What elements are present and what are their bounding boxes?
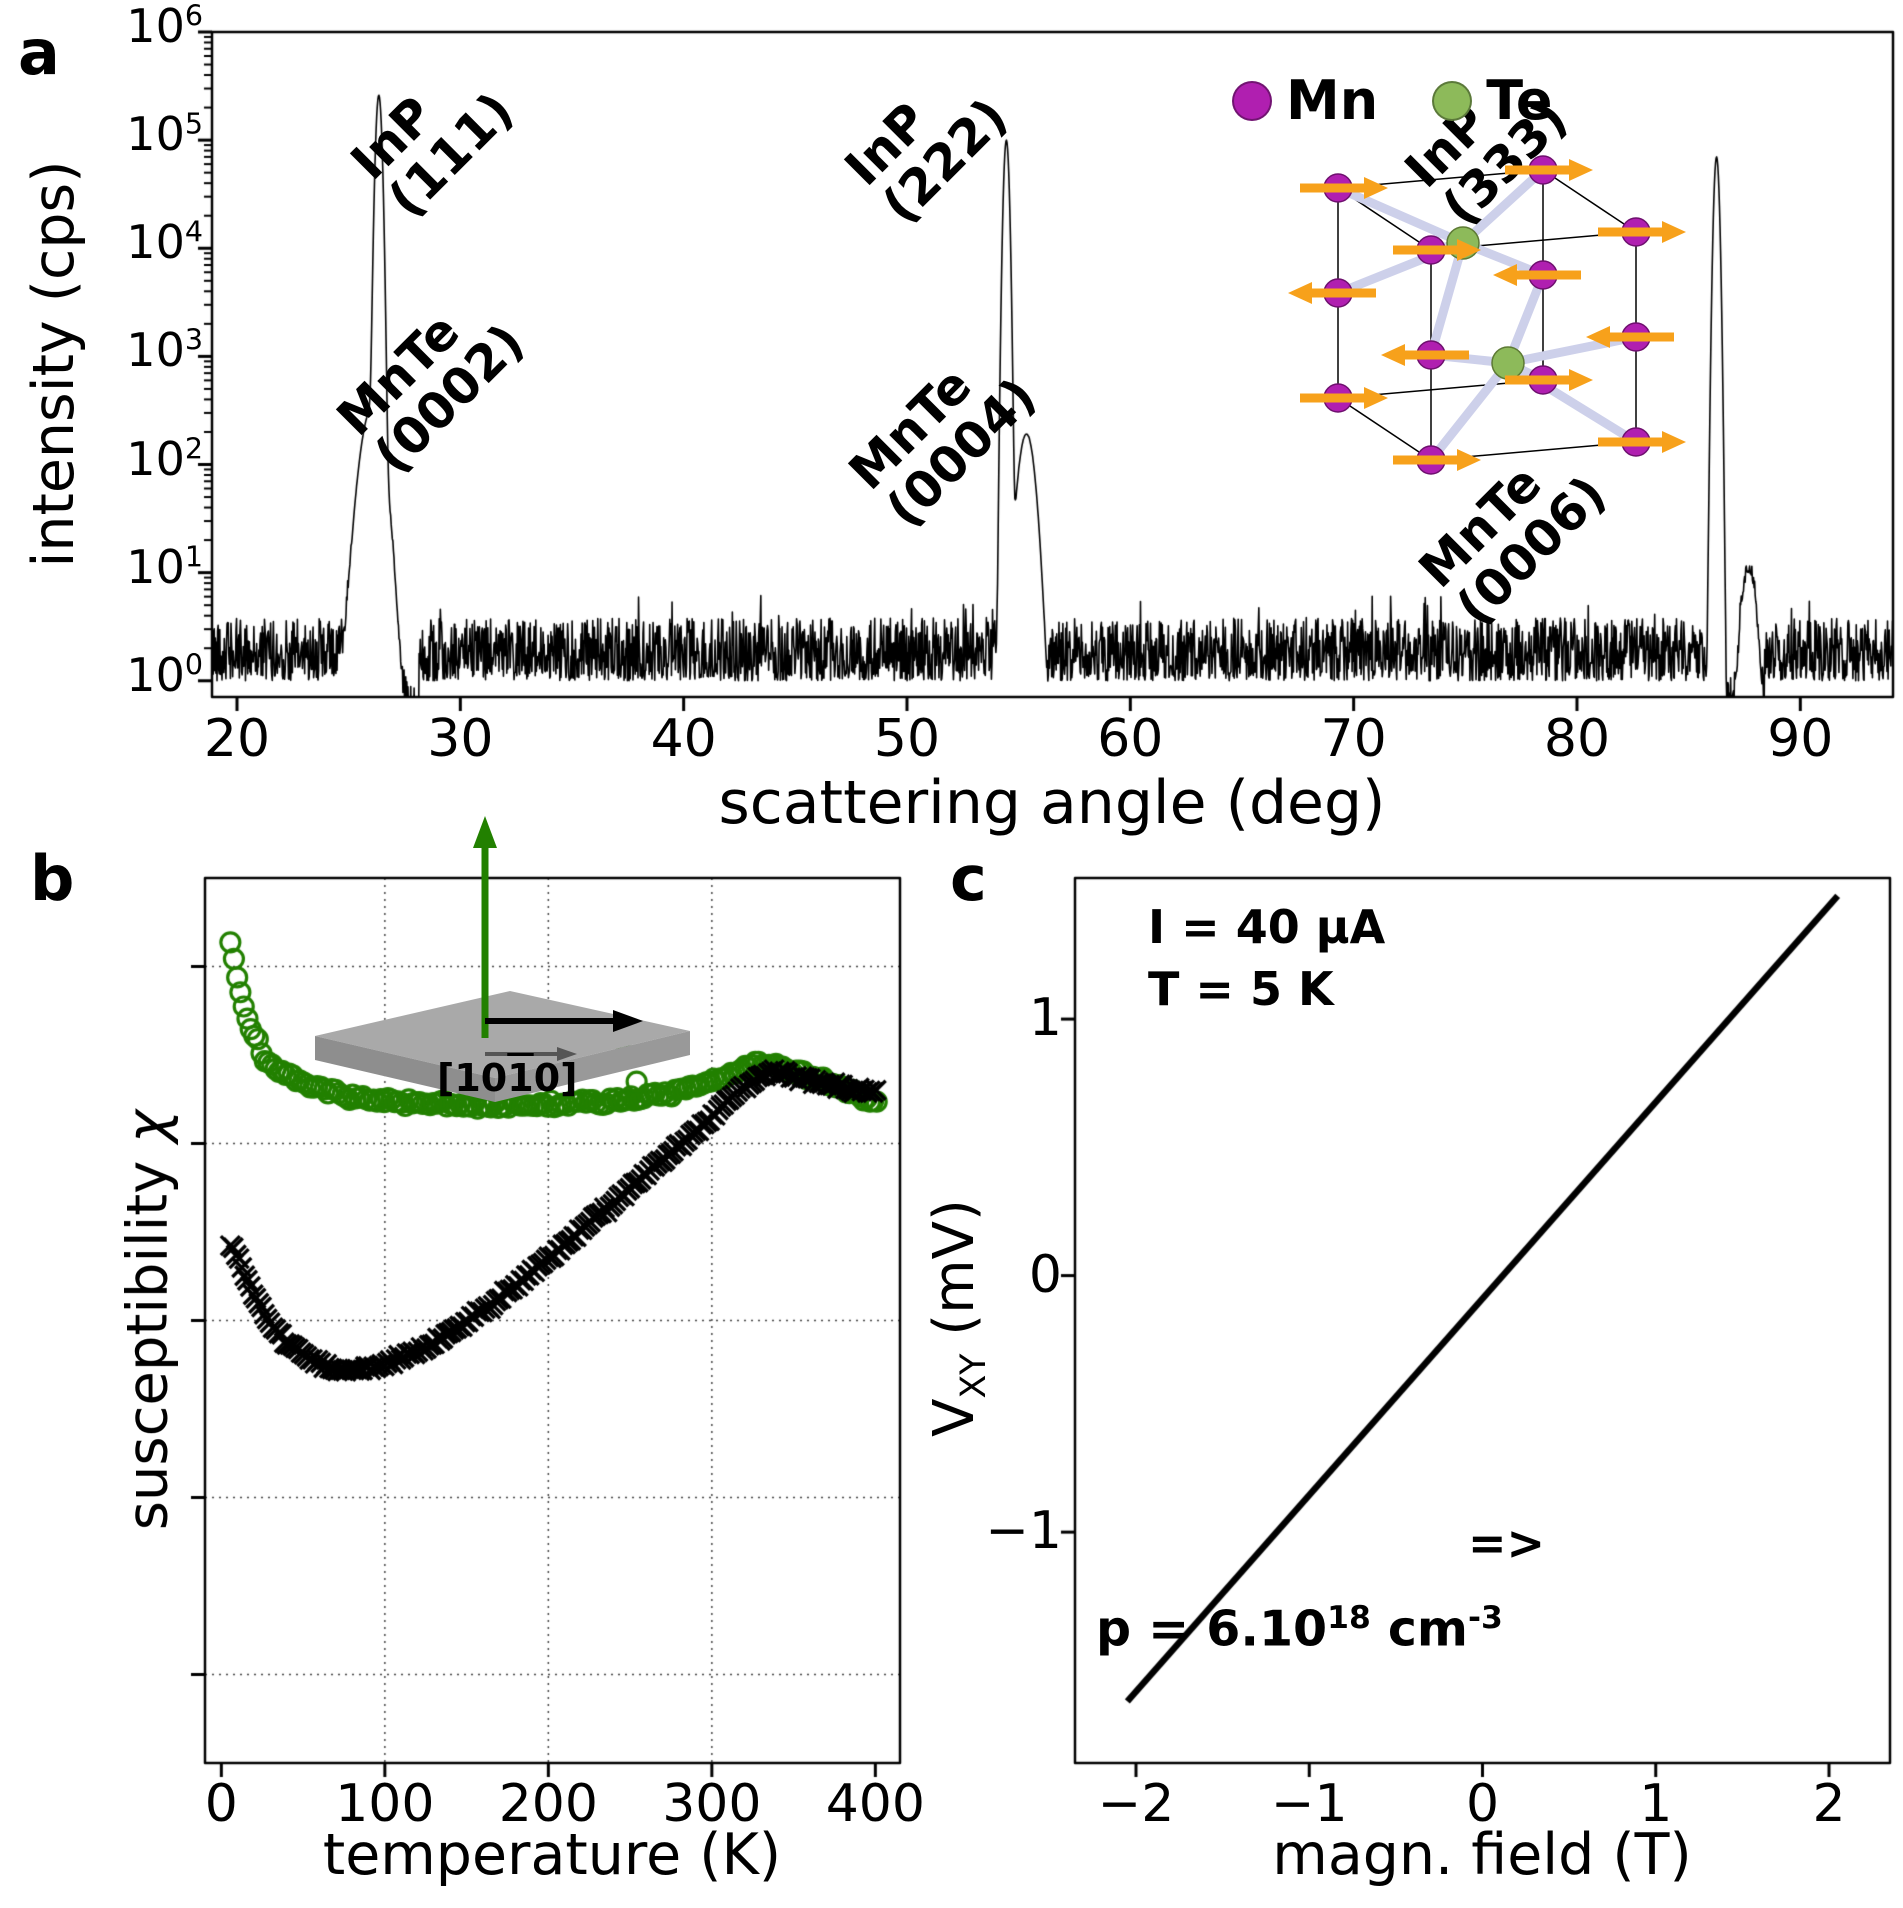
ylabel-v: V <box>921 1398 987 1437</box>
carrier-units: cm <box>1370 1600 1468 1658</box>
te-atom-icon <box>1432 81 1473 121</box>
spin-arrowhead-icon <box>1569 159 1593 181</box>
xrd-x-axis-label: scattering angle (deg) <box>718 768 1386 838</box>
temperature-x-axis-label: temperature (K) <box>322 1822 782 1888</box>
ylabel-units: (mV) <box>921 1199 987 1354</box>
legend-label-te: Te <box>1486 69 1553 132</box>
carrier-density-annotation: p = 6.1018 cm-3 <box>1096 1600 1503 1657</box>
mn-te-bond <box>1333 183 1468 248</box>
mn-te-bond <box>1426 238 1468 360</box>
temperature-annotation: T = 5 K <box>1148 962 1334 1016</box>
spin-arrowhead-icon <box>1662 221 1686 243</box>
spin-arrowhead-icon <box>1569 369 1593 391</box>
mn-te-bond <box>1458 165 1548 248</box>
legend-label-mn: Mn <box>1286 69 1379 132</box>
slab-top-face <box>315 991 690 1078</box>
miller-index-label: [1010] <box>437 1056 578 1100</box>
spin-arrowhead-icon <box>1493 264 1517 286</box>
spin-arrowhead-icon <box>1586 326 1610 348</box>
spin-arrowhead-icon <box>1364 177 1388 199</box>
panel-c-label: c <box>950 842 987 915</box>
crystal-structure-inset <box>1288 155 1686 475</box>
spin-arrowhead-icon <box>1288 282 1312 304</box>
sample-geometry-inset <box>315 816 690 1102</box>
carrier-units-exponent: -3 <box>1467 1600 1503 1636</box>
te-atom <box>1491 346 1525 380</box>
carrier-pre: p = 6.10 <box>1096 1600 1328 1658</box>
implies-arrow-annotation: => <box>1468 1516 1546 1570</box>
chi-symbol: χ <box>115 1109 181 1143</box>
ylabel-xy-subscript: XY <box>954 1353 995 1399</box>
field-x-axis-label: magn. field (T) <box>1272 1822 1692 1888</box>
spin-arrowhead-icon <box>1662 431 1686 453</box>
mn-te-bond <box>1426 358 1513 465</box>
panel-a-label: a <box>18 16 60 89</box>
miller-bar: 1 <box>507 1056 534 1100</box>
xrd-y-axis-label: intensity (cps) <box>21 160 87 568</box>
spin-arrowhead-icon <box>1364 387 1388 409</box>
ylabel-text: susceptibility <box>115 1142 181 1531</box>
current-annotation: I = 40 μA <box>1148 900 1386 954</box>
spin-arrowhead-icon <box>1381 344 1405 366</box>
carrier-exponent: 18 <box>1327 1600 1371 1636</box>
slab-front-face <box>315 1036 495 1102</box>
inplane-arrowhead-icon <box>613 1010 643 1032</box>
miller-direction-arrowhead-icon <box>557 1047 577 1061</box>
spin-arrowhead-icon <box>1457 239 1481 261</box>
hall-y-axis-label: VXY (mV) <box>922 1199 994 1437</box>
panel-b-label: b <box>30 842 75 915</box>
susceptibility-y-axis-label: susceptibility χ <box>116 1110 181 1530</box>
miller-pre: [10 <box>437 1056 508 1100</box>
slab-side-face <box>495 1031 690 1102</box>
mn-atom-icon <box>1232 81 1272 121</box>
miller-post: 0] <box>533 1056 578 1100</box>
crystal-legend: Mn Te <box>1232 74 1552 128</box>
spin-arrowhead-icon <box>1457 449 1481 471</box>
surface-normal-arrowhead-icon <box>473 816 497 848</box>
